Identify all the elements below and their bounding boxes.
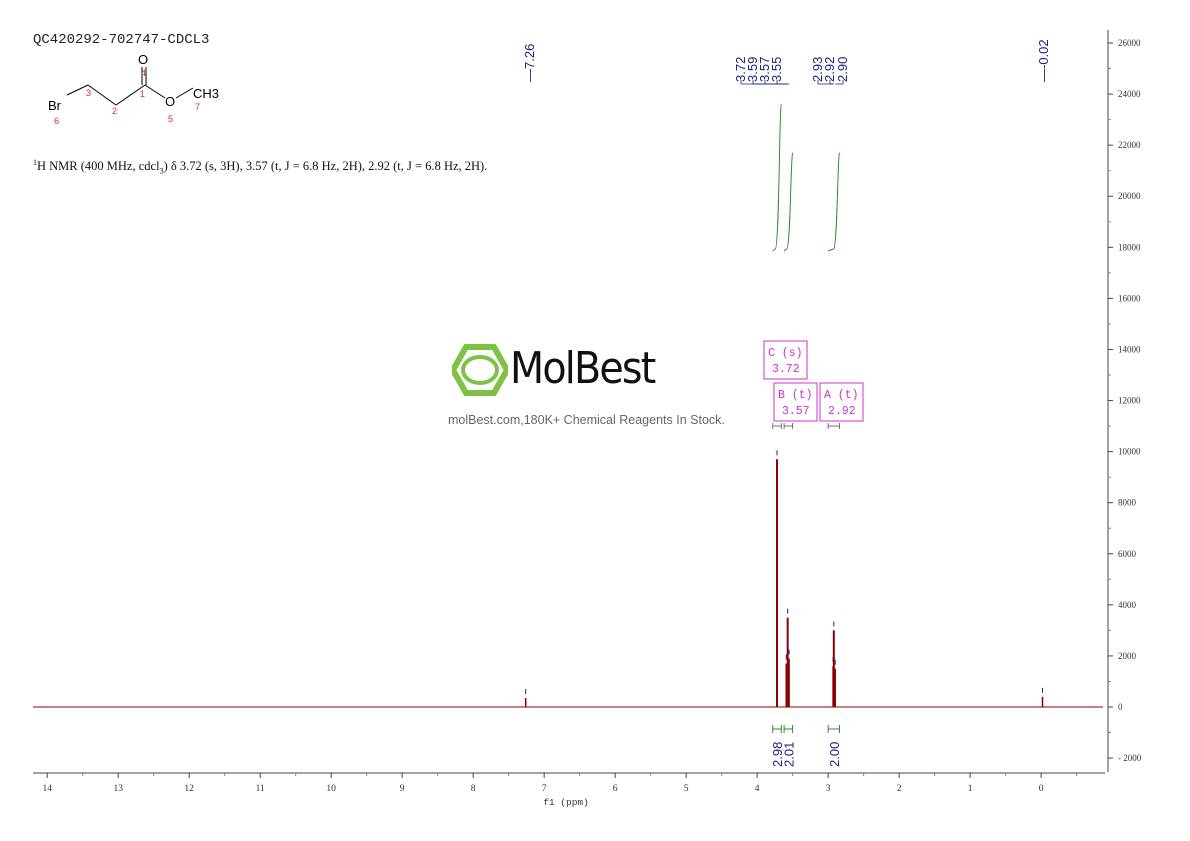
integral-curve	[772, 104, 782, 252]
y-tick-label: 8000	[1118, 498, 1137, 508]
peak-connector	[817, 80, 834, 85]
peak-label: 2.90	[835, 57, 850, 82]
integral-value: 2.01	[781, 742, 796, 767]
sample-id: QC420292-702747-CDCL3	[33, 32, 210, 48]
y-tick-label: 6000	[1118, 549, 1137, 559]
x-tick-label: 1	[968, 784, 973, 794]
x-tick-label: 8	[471, 784, 476, 794]
y-tick-label: 16000	[1118, 293, 1141, 303]
y-tick-label: 14000	[1118, 344, 1141, 354]
peak-label: —7.26	[522, 44, 537, 82]
atom-br: Br	[48, 98, 62, 113]
x-tick-label: 3	[826, 784, 831, 794]
peak-connector	[835, 80, 844, 85]
bond	[115, 84, 146, 106]
y-tick-label: 20000	[1118, 191, 1141, 201]
multiplet-shift: 3.72	[772, 363, 800, 376]
x-axis-label: f1 (ppm)	[543, 797, 589, 808]
y-tick-label: 4000	[1118, 600, 1137, 610]
nmr-sub: 3	[159, 166, 164, 176]
peak-connector	[829, 80, 834, 85]
y-tick-label: - 2000	[1118, 753, 1142, 763]
nmr-description: 1H NMR (400 MHz, cdcl3) δ 3.72 (s, 3H), …	[33, 158, 487, 176]
x-tick-label: 7	[542, 784, 547, 794]
multiplet-shift: 2.92	[828, 405, 856, 418]
y-tick-label: 22000	[1118, 140, 1141, 150]
x-tick-label: 14	[42, 784, 52, 794]
integral-value: 2.00	[827, 742, 842, 767]
multiplet-box	[819, 382, 864, 422]
multiplet-label: A (t)	[824, 389, 859, 402]
bond	[66, 84, 89, 96]
nmr-isotope: 1	[33, 158, 37, 167]
multiplet-box	[773, 382, 818, 422]
bond	[144, 84, 166, 99]
y-tick-label: 18000	[1118, 242, 1141, 252]
x-tick-label: 0	[1039, 784, 1044, 794]
atom-number-1: 1	[140, 89, 145, 99]
benzene-logo-icon	[452, 344, 508, 396]
x-tick-label: 6	[613, 784, 618, 794]
atom-number-3: 3	[86, 88, 91, 98]
atom-number-6: 6	[54, 116, 59, 126]
nmr-rest: ) δ 3.72 (s, 3H), 3.57 (t, J = 6.8 Hz, 2…	[163, 159, 488, 174]
y-tick-label: 12000	[1118, 396, 1141, 406]
x-tick-label: 10	[326, 784, 336, 794]
molecule-structure: Br 6 3 2 1 O 4 O 5 CH3 7	[48, 52, 219, 126]
logo-tagline: molBest.com,180K+ Chemical Reagents In S…	[448, 413, 725, 427]
integral-curve	[827, 152, 840, 252]
peak-connector	[776, 80, 790, 85]
y-tick-label: 24000	[1118, 89, 1141, 99]
integral-value: 2.98	[770, 742, 785, 767]
peak-label: 3.59	[745, 57, 760, 82]
x-tick-label: 9	[400, 784, 405, 794]
atom-number-5: 5	[168, 114, 173, 124]
y-tick-label: 2000	[1118, 651, 1137, 661]
bond	[87, 84, 117, 106]
bond	[175, 87, 194, 99]
atom-o-carbonyl: O	[138, 52, 148, 67]
atom-number-4: 4	[141, 68, 146, 78]
peak-label: 2.92	[822, 57, 837, 82]
molbest-logo: MolBest	[452, 343, 752, 403]
x-tick-label: 11	[256, 784, 265, 794]
x-tick-label: 5	[684, 784, 689, 794]
peak-label: 3.72	[733, 57, 748, 82]
nmr-text: H NMR (400 MHz, cdcl	[37, 159, 160, 174]
x-tick-label: 2	[897, 784, 902, 794]
x-tick-label: 12	[184, 784, 194, 794]
multiplet-label: C (s)	[768, 347, 803, 360]
peak-label: 2.93	[810, 57, 825, 82]
peak-label: 3.55	[769, 57, 784, 82]
multiplet-shift: 3.57	[782, 405, 810, 418]
atom-o-ester: O	[165, 94, 175, 109]
multiplet-box	[763, 340, 808, 380]
y-tick-label: 0	[1118, 702, 1123, 712]
atom-ch3: CH3	[193, 86, 219, 101]
atom-number-7: 7	[195, 102, 200, 112]
integral-curve	[783, 152, 794, 252]
atom-number-2: 2	[112, 106, 117, 116]
peak-label: —-0.02	[1036, 39, 1051, 82]
y-tick-label: 26000	[1118, 38, 1141, 48]
x-tick-label: 13	[113, 784, 123, 794]
x-tick-label: 4	[755, 784, 760, 794]
y-tick-label: 10000	[1118, 447, 1141, 457]
multiplet-label: B (t)	[778, 389, 813, 402]
logo-brand-text: MolBest	[510, 343, 656, 394]
peak-label: 3.57	[757, 57, 772, 82]
